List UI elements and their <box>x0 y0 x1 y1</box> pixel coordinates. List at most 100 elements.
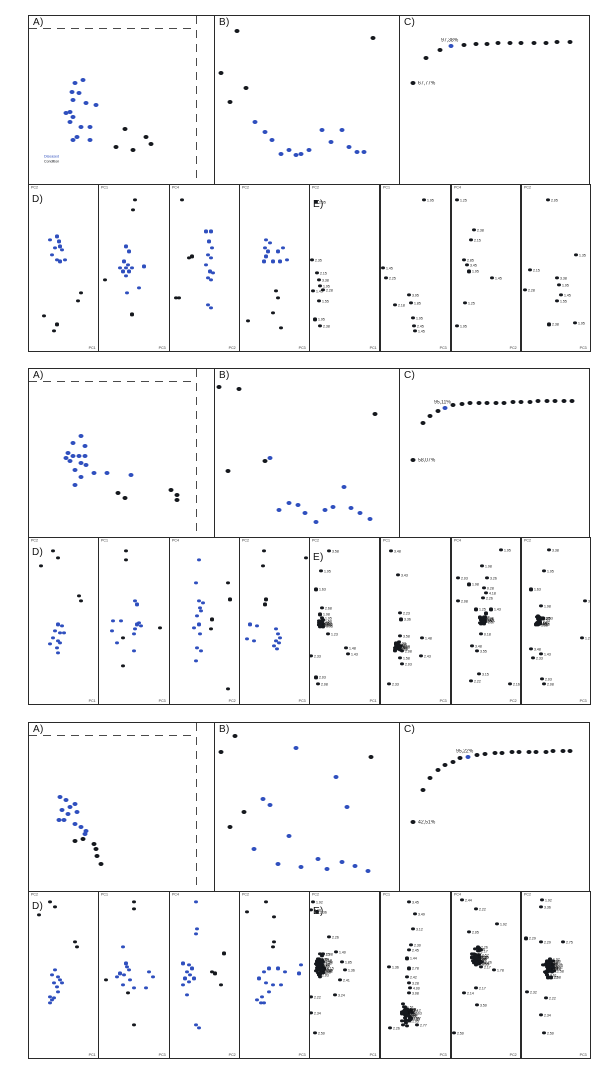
panel-letter-label: D) <box>32 547 44 558</box>
data-point <box>346 652 351 656</box>
data-point <box>127 269 132 273</box>
data-point <box>78 474 84 479</box>
data-point <box>334 950 339 954</box>
data-point <box>78 434 84 439</box>
data-point <box>418 654 423 658</box>
point-value-label: 2.36 <box>319 911 327 915</box>
point-value-label: 2.38 <box>552 323 559 328</box>
point-value-label: 1.58 <box>540 622 548 627</box>
strip-e-0-block-2: PC2 PC1 E) 3.58 1.95 1.63 2.68 1.98 1.23 1.48 1.43… <box>309 537 381 705</box>
data-point <box>124 965 129 969</box>
percentage-label: 67,77% <box>418 81 436 87</box>
data-point <box>544 996 549 1000</box>
data-point <box>258 1001 263 1005</box>
data-point <box>232 734 238 739</box>
data-point <box>158 626 163 630</box>
data-point <box>339 860 345 865</box>
point-value-label: 2.18 <box>397 303 405 308</box>
data-point <box>82 444 87 449</box>
data-point <box>316 957 321 961</box>
data-point <box>248 622 253 626</box>
data-point <box>405 1024 410 1028</box>
data-point <box>298 963 303 967</box>
data-point <box>545 969 550 973</box>
percentage-label: 42,51% <box>418 820 436 826</box>
point-value-label: 2.15 <box>322 624 330 628</box>
data-point <box>388 549 393 553</box>
point-value-label: 2.68 <box>402 645 410 650</box>
data-point <box>94 853 100 858</box>
data-point <box>529 647 534 651</box>
data-point <box>420 420 426 425</box>
data-point <box>36 913 41 917</box>
data-point <box>133 627 138 631</box>
point-value-label: 2.32 <box>530 990 537 995</box>
panel-letter-label: C) <box>404 370 416 381</box>
strip-bottom-axis-label: PC3 <box>158 346 166 350</box>
data-point <box>122 259 127 263</box>
point-value-label: 1.95 <box>408 1008 416 1012</box>
point-value-label: 2.16 <box>512 683 520 687</box>
point-value-label: 2.75 <box>565 941 573 945</box>
data-point <box>482 752 488 757</box>
data-point <box>498 548 503 552</box>
data-point <box>463 301 468 305</box>
data-point <box>58 978 63 982</box>
data-point <box>87 138 93 143</box>
data-point <box>118 971 123 975</box>
dashed-vertical-line <box>195 723 197 891</box>
data-point <box>561 398 567 403</box>
point-value-label: 2.12 <box>414 1008 421 1013</box>
strip-bottom-axis-label: PC2 <box>228 1053 236 1057</box>
panel-letter-label: B) <box>219 17 230 28</box>
point-value-label: 1.95 <box>459 325 467 329</box>
data-point <box>420 788 426 793</box>
data-point <box>189 966 194 970</box>
point-value-label: 2.22 <box>314 995 322 1000</box>
data-point <box>302 511 308 516</box>
point-value-label: 1.18 <box>321 968 329 972</box>
strip-bottom-axis-label: PC3 <box>298 1053 306 1057</box>
data-point <box>72 482 78 487</box>
point-value-label: 1.95 <box>547 570 555 574</box>
point-value-label: 2.44 <box>464 899 472 904</box>
data-point <box>579 636 584 640</box>
data-point <box>475 649 480 653</box>
point-value-label: 3.58 <box>402 635 410 639</box>
strip-d-1-block-2: PC1 PC3 <box>98 537 170 705</box>
data-point <box>478 621 483 625</box>
panel-b-block-1: B) <box>214 15 400 185</box>
data-point <box>567 40 573 45</box>
data-point <box>518 399 524 404</box>
data-point <box>193 581 198 585</box>
data-point <box>196 622 201 626</box>
data-point <box>179 198 184 202</box>
data-point <box>49 998 54 1002</box>
point-value-label: 3.50 <box>480 1004 488 1008</box>
data-point <box>42 314 47 318</box>
data-point <box>478 965 483 969</box>
data-point <box>267 803 273 808</box>
data-point <box>67 109 73 114</box>
data-point <box>275 296 280 300</box>
data-point <box>317 625 322 629</box>
data-point <box>338 978 343 982</box>
data-point <box>484 576 489 580</box>
data-point <box>135 622 140 626</box>
strip-top-axis-label: PC4 <box>171 539 179 543</box>
point-value-label: 1.95 <box>317 318 325 323</box>
data-point <box>207 269 212 273</box>
data-point <box>209 278 214 282</box>
data-point <box>211 271 216 275</box>
strip-bottom-axis-label: PC3 <box>439 1053 447 1057</box>
data-point <box>555 299 560 303</box>
data-point <box>332 993 337 997</box>
data-point <box>54 645 59 650</box>
data-point <box>352 863 358 868</box>
point-value-label: 1.48 <box>425 636 432 641</box>
strip-d-2-block-2: PC4 PC2 <box>168 537 240 705</box>
point-value-label: 2.57 <box>487 619 494 624</box>
data-point <box>209 256 214 260</box>
data-point <box>558 292 563 297</box>
data-point <box>542 1031 547 1035</box>
